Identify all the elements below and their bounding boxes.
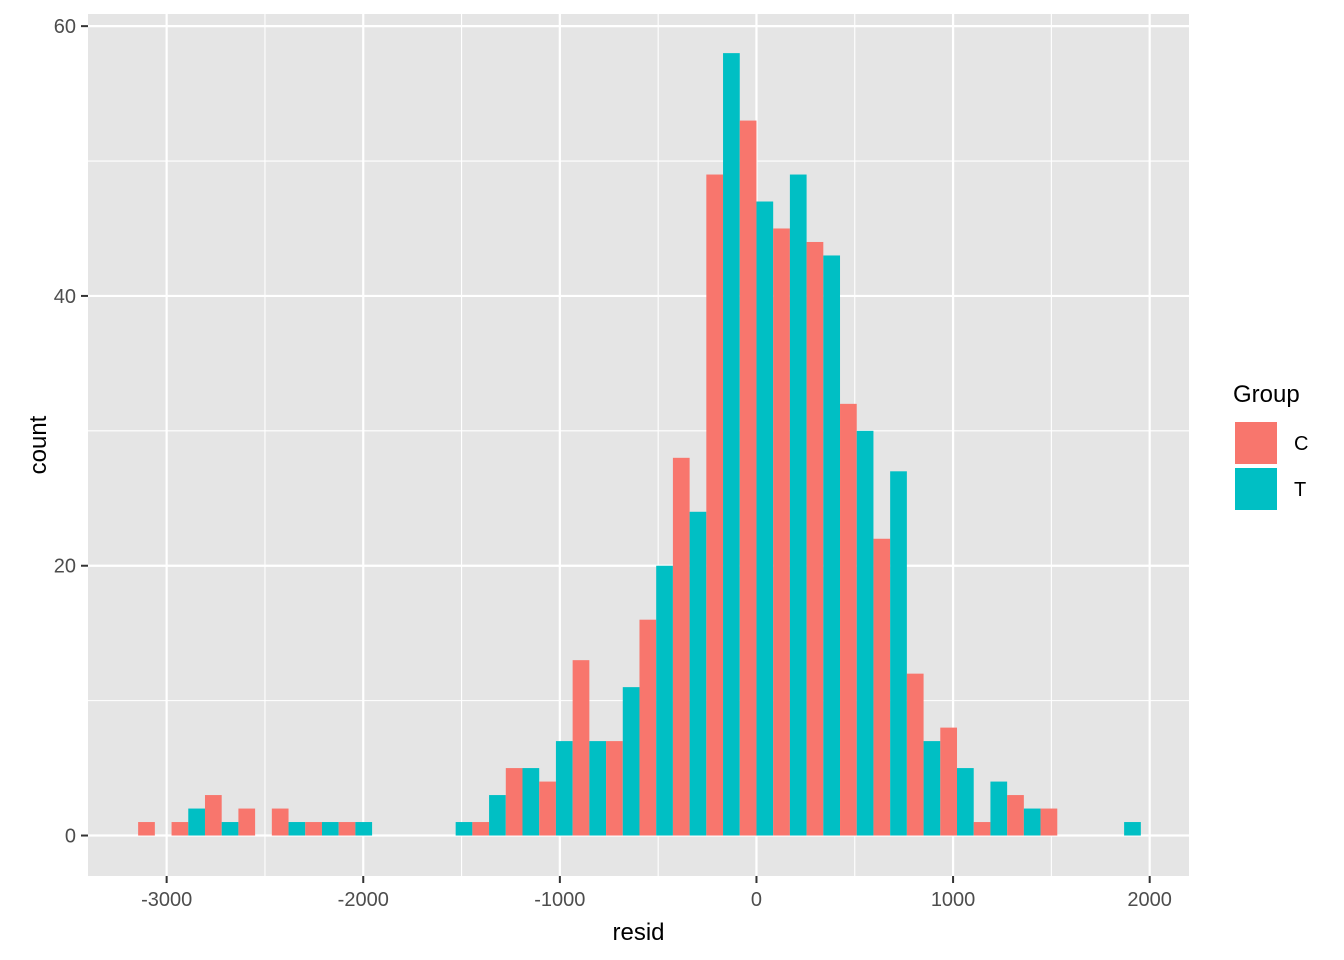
bar-t (957, 768, 974, 836)
bar-c (840, 403, 857, 836)
bar-t (923, 741, 941, 836)
x-tick-label: 2000 (1127, 889, 1172, 911)
bar-t (856, 430, 874, 836)
bar-t (789, 174, 807, 836)
legend: Group C T (1233, 381, 1308, 512)
x-tick-label: -3000 (141, 889, 192, 911)
legend-label-c: C (1294, 433, 1308, 455)
bar-t (288, 822, 306, 836)
bar-c (873, 538, 891, 836)
x-axis-title: resid (612, 919, 664, 946)
x-tick-label: -2000 (338, 889, 389, 911)
bar-c (238, 808, 256, 836)
bar-c (472, 822, 490, 836)
bar-t (188, 808, 205, 836)
bar-c (973, 822, 991, 836)
bar-c (204, 795, 222, 836)
histogram-bars (138, 53, 1141, 836)
bar-t (355, 822, 373, 836)
y-tick-label: 20 (54, 556, 76, 578)
bar-c (606, 741, 623, 836)
bar-t (656, 565, 673, 836)
bar-c (1040, 808, 1058, 836)
bar-c (706, 174, 724, 836)
bar-c (806, 241, 824, 836)
x-tick-label: -1000 (534, 889, 585, 911)
bar-c (572, 660, 590, 836)
y-tick-label: 0 (65, 826, 76, 848)
bar-c (940, 727, 958, 836)
bar-t (522, 768, 540, 836)
bar-t (555, 741, 573, 836)
bar-c (271, 808, 289, 836)
bar-c (138, 822, 155, 836)
x-tick-label: 1000 (931, 889, 976, 911)
bar-c (773, 228, 790, 836)
legend-key-t (1233, 466, 1279, 512)
x-axis: -3000 -2000 -1000 0 1000 2000 (141, 876, 1172, 911)
bar-t (723, 53, 740, 836)
bar-t (489, 795, 506, 836)
bar-t (823, 255, 841, 836)
bar-t (455, 822, 473, 836)
legend-label-t: T (1294, 479, 1306, 501)
bar-c (505, 768, 523, 836)
x-tick-label: 0 (751, 889, 762, 911)
bar-t (589, 741, 607, 836)
bar-c (672, 457, 690, 836)
bar-t (1023, 808, 1041, 836)
bar-t (689, 511, 707, 836)
bar-c (1007, 795, 1024, 836)
legend-title: Group (1233, 381, 1300, 408)
bar-t (321, 822, 339, 836)
bar-c (539, 781, 556, 836)
y-axis: 0 20 40 60 (54, 16, 88, 848)
bar-t (1124, 822, 1141, 836)
y-axis-title: count (25, 415, 52, 474)
bar-t (622, 687, 640, 836)
bar-c (338, 822, 356, 836)
y-tick-label: 40 (54, 286, 76, 308)
legend-key-c (1233, 420, 1279, 466)
bar-c (739, 120, 757, 836)
bar-c (906, 673, 924, 836)
bar-t (890, 471, 907, 836)
bar-t (221, 822, 239, 836)
bar-t (756, 201, 774, 836)
bar-c (639, 619, 657, 836)
bar-t (990, 781, 1008, 836)
y-tick-label: 60 (54, 16, 76, 38)
bar-c (171, 822, 189, 836)
bar-c (305, 822, 322, 836)
